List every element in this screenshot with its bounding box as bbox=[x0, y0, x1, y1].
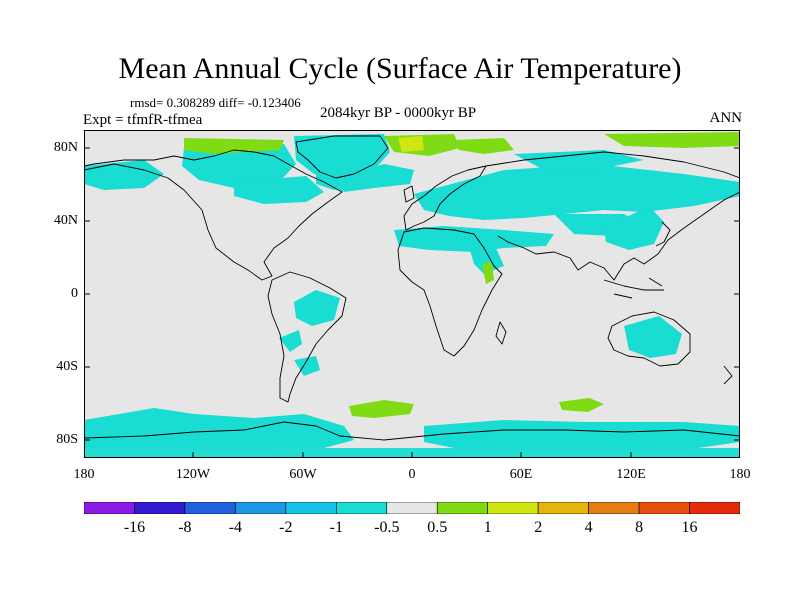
colorbar-swatch bbox=[84, 502, 135, 514]
colorbar-swatch bbox=[134, 502, 186, 514]
colorbar-swatch bbox=[386, 502, 438, 514]
alaska-cool bbox=[84, 160, 164, 190]
colorbar-swatch bbox=[436, 502, 488, 514]
colorbar-label: -1 bbox=[329, 519, 343, 536]
x-label-120w: 120W bbox=[175, 467, 211, 482]
map-frame bbox=[84, 130, 740, 458]
colorbar-label: -16 bbox=[123, 519, 146, 536]
colorbar-label: 1 bbox=[483, 519, 492, 536]
north-eurasia-cool bbox=[514, 150, 644, 170]
east-asia-cool bbox=[604, 206, 664, 250]
colorbar-swatch bbox=[638, 502, 690, 514]
colorbar-swatch bbox=[184, 502, 236, 514]
y-label-equator: 0 bbox=[71, 286, 78, 301]
season-label: ANN bbox=[709, 110, 743, 126]
australia-coast bbox=[607, 311, 691, 367]
warm-anomaly-regions bbox=[184, 132, 740, 418]
cool-anomaly-regions bbox=[84, 134, 740, 458]
antarctica-coast bbox=[84, 421, 740, 441]
middle-east-cool bbox=[394, 226, 554, 252]
colorbar-label: 16 bbox=[681, 519, 698, 536]
argentina-cool bbox=[294, 356, 320, 376]
colorbar-label: 4 bbox=[584, 519, 593, 536]
colorbar-label: -8 bbox=[178, 519, 192, 536]
southern-ocean-cool-west bbox=[84, 408, 354, 450]
uk-coast bbox=[403, 185, 415, 203]
y-label-80n: 80N bbox=[53, 140, 78, 155]
southern-ocean-cool-east bbox=[424, 420, 740, 450]
south-atlantic-warm bbox=[349, 400, 414, 418]
greenland-cool bbox=[294, 134, 390, 178]
temperature-anomaly-map bbox=[84, 130, 740, 458]
amazon-cool bbox=[294, 290, 340, 326]
period-label: 2084kyr BP - 0000kyr BP bbox=[320, 105, 477, 121]
colorbar-label: 0.5 bbox=[427, 519, 448, 536]
north-atlantic-cool bbox=[324, 164, 414, 192]
australia-cool bbox=[624, 316, 682, 358]
north-america-coast bbox=[84, 149, 343, 281]
colorbar-label: -0.5 bbox=[374, 519, 400, 536]
plot-title: Mean Annual Cycle (Surface Air Temperatu… bbox=[118, 52, 682, 85]
south-america-coast bbox=[267, 271, 347, 403]
colorbar-label: -4 bbox=[228, 519, 243, 536]
arctic-warm-east bbox=[604, 132, 740, 148]
map-ticks bbox=[84, 147, 740, 458]
andes-cool bbox=[279, 330, 302, 352]
colorbar bbox=[84, 502, 740, 514]
arctic-warmer-patch bbox=[398, 136, 424, 152]
colorbar-swatch bbox=[537, 502, 589, 514]
greenland-coast bbox=[295, 135, 389, 179]
x-label-60w: 60W bbox=[289, 467, 317, 482]
eurasia-cool bbox=[414, 164, 740, 220]
colorbar-swatch bbox=[285, 502, 337, 514]
new-zealand-coast bbox=[723, 365, 733, 385]
east-africa-warm bbox=[482, 262, 494, 284]
colorbar-label: -2 bbox=[279, 519, 293, 536]
experiment-label: Expt = tfmfR-tfmea bbox=[83, 112, 203, 128]
colorbar-swatch bbox=[235, 502, 287, 514]
colorbar-label: 2 bbox=[534, 519, 543, 536]
stats-line: rmsd= 0.308289 diff= -0.123406 bbox=[130, 95, 301, 110]
x-label-120e: 120E bbox=[616, 467, 646, 482]
x-label-60e: 60E bbox=[509, 467, 533, 482]
y-label-40n: 40N bbox=[53, 213, 78, 228]
x-label-0: 0 bbox=[408, 467, 416, 482]
colorbar-swatch bbox=[487, 502, 539, 514]
south-indian-warm bbox=[559, 398, 604, 412]
europe-coast bbox=[403, 165, 487, 231]
siberia-warm bbox=[454, 138, 514, 154]
asia-coast bbox=[485, 151, 740, 281]
canada-cool bbox=[234, 176, 324, 204]
colorbar-swatch bbox=[588, 502, 640, 514]
x-label-180w: 180 bbox=[73, 467, 95, 482]
y-label-80s: 80S bbox=[56, 432, 78, 447]
madagascar-coast bbox=[495, 321, 507, 345]
africa-coast bbox=[397, 227, 503, 357]
colorbar-label: 8 bbox=[635, 519, 644, 536]
arctic-warm-west bbox=[184, 138, 284, 154]
colorbar-swatch bbox=[336, 502, 388, 514]
coastlines bbox=[84, 135, 740, 441]
x-label-180e: 180 bbox=[729, 467, 751, 482]
colorbar-swatch bbox=[689, 502, 740, 514]
japan-coast bbox=[655, 221, 671, 247]
indonesia-coast bbox=[603, 277, 664, 299]
y-label-40s: 40S bbox=[56, 359, 78, 374]
